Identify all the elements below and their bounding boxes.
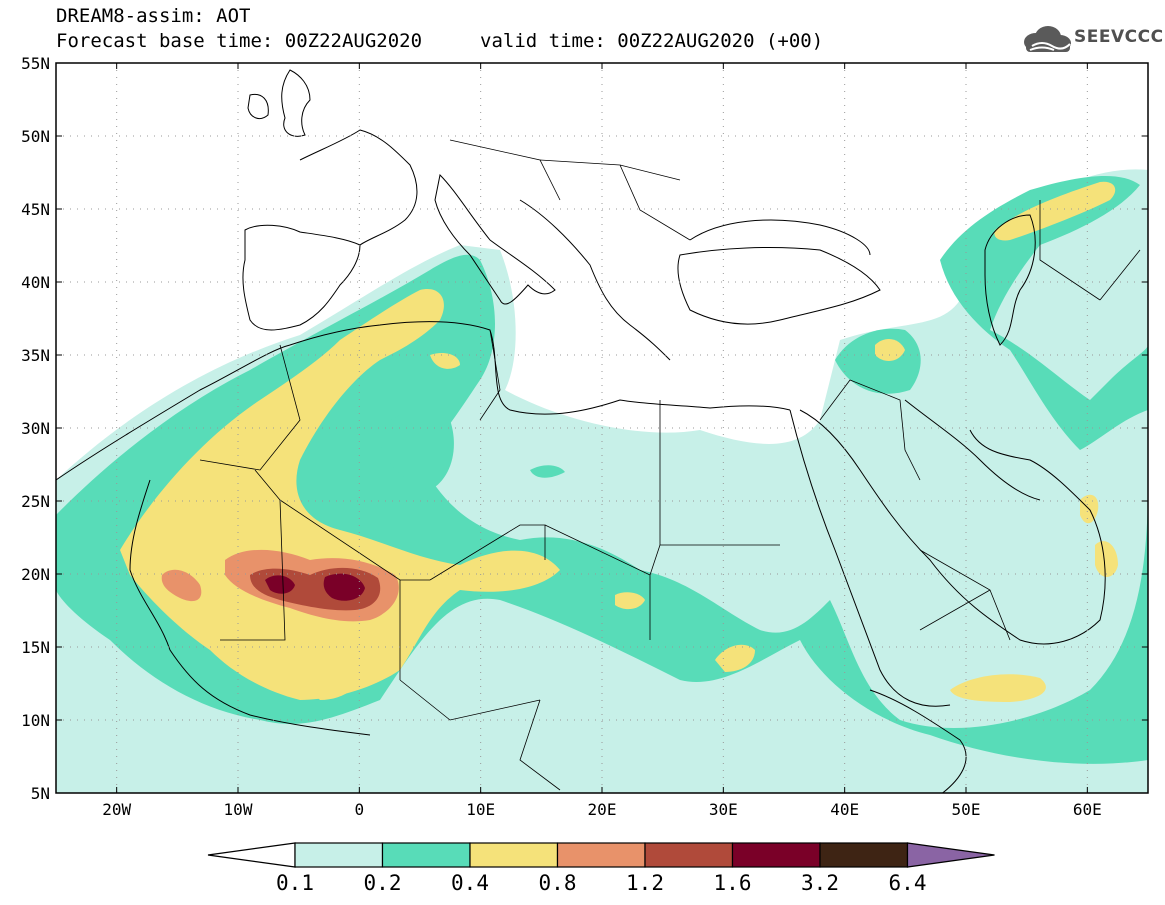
coastlines: [56, 69, 1106, 793]
lat-label: 25N: [21, 492, 50, 511]
lon-label: 20W: [102, 800, 131, 819]
valid-time: valid time: 00Z22AUG2020 (+00): [480, 30, 824, 52]
colorbar-label: 0.1: [276, 871, 314, 895]
lon-label: 0: [355, 800, 365, 819]
lat-label: 55N: [21, 54, 50, 73]
lon-label: 30E: [709, 800, 738, 819]
colorbar-labels: 0.1 0.2 0.4 0.8 1.2 1.6 3.2 6.4: [276, 871, 926, 895]
colorbar-max-arrow: [906, 842, 995, 868]
grid-lines: [56, 63, 1148, 793]
lat-label: 50N: [21, 127, 50, 146]
colorbar-segment: [294, 842, 384, 868]
contour-0.4: [120, 181, 1118, 702]
latitude-labels: 55N 50N 45N 40N 35N 30N 25N 20N 15N 10N 5N: [21, 54, 50, 803]
colorbar-segment: [819, 842, 909, 868]
lat-label: 15N: [21, 638, 50, 657]
colorbar-segment: [381, 842, 471, 868]
colorbar-segment: [556, 842, 646, 868]
lat-label: 40N: [21, 273, 50, 292]
colorbar-segment: [644, 842, 734, 868]
lon-label: 50E: [952, 800, 981, 819]
axis-ticks: [56, 62, 1148, 794]
lat-label: 35N: [21, 346, 50, 365]
colorbar-label: 1.6: [714, 871, 752, 895]
colorbar-segment: [731, 842, 821, 868]
lat-label: 30N: [21, 419, 50, 438]
colorbar-min-arrow: [207, 842, 296, 868]
lon-label: 10W: [224, 800, 253, 819]
lon-label: 10E: [466, 800, 495, 819]
longitude-labels: 20W 10W 0 10E 20E 30E 40E 50E 60E: [102, 800, 1102, 819]
colorbar-label: 0.8: [539, 871, 577, 895]
lat-label: 45N: [21, 200, 50, 219]
colorbar-label: 3.2: [801, 871, 839, 895]
lon-label: 20E: [588, 800, 617, 819]
lon-label: 60E: [1073, 800, 1102, 819]
cloud-icon: [1024, 26, 1071, 52]
country-borders: [199, 139, 1141, 791]
logo-text: SEEVCCC: [1074, 27, 1164, 47]
lat-label: 10N: [21, 711, 50, 730]
lat-label: 20N: [21, 565, 50, 584]
colorbar-label: 0.4: [451, 871, 489, 895]
contour-1.6: [265, 573, 365, 601]
colorbar-label: 6.4: [889, 871, 927, 895]
colorbar-segment: [469, 842, 559, 868]
colorbar-label: 0.2: [364, 871, 402, 895]
forecast-base-time: Forecast base time: 00Z22AUG2020: [56, 30, 423, 52]
aot-contours: [56, 169, 1148, 793]
lat-label: 5N: [31, 784, 50, 803]
aot-colorbar: [207, 842, 995, 868]
lon-label: 40E: [830, 800, 859, 819]
colorbar-label: 1.2: [626, 871, 664, 895]
map-title: DREAM8-assim: AOT: [56, 5, 251, 27]
